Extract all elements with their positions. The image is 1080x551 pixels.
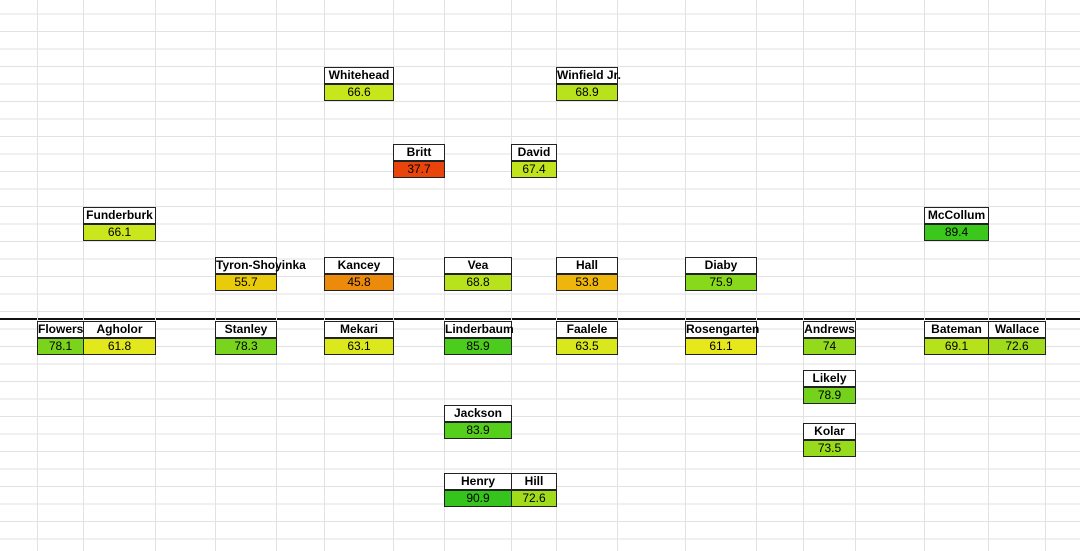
player-name: David: [511, 144, 557, 161]
player-name: Henry: [444, 473, 512, 490]
player-rating: 55.7: [215, 274, 277, 291]
player-rating: 63.1: [324, 338, 394, 355]
player-name: Vea: [444, 257, 512, 274]
player-name: Likely: [803, 370, 856, 387]
player-name: Funderburk: [83, 207, 156, 224]
player-rating: 73.5: [803, 440, 856, 457]
player-name: Diaby: [685, 257, 757, 274]
player-rating: 75.9: [685, 274, 757, 291]
player-name: Bateman: [924, 321, 989, 338]
player-rating: 67.4: [511, 161, 557, 178]
divider-line: [0, 318, 1080, 320]
player-rating: 78.3: [215, 338, 277, 355]
player-rating: 63.5: [556, 338, 618, 355]
player-name: Faalele: [556, 321, 618, 338]
player-name: Linderbaum: [444, 321, 514, 338]
grid-column-line: [83, 0, 84, 551]
player-rating: 78.9: [803, 387, 856, 404]
grid-column-line: [155, 0, 156, 551]
grid-column-line: [924, 0, 925, 551]
player-name: Hill: [511, 473, 557, 490]
player-rating: 74: [803, 338, 856, 355]
grid-column-line: [855, 0, 856, 551]
grid-column-line: [37, 0, 38, 551]
player-rating: 37.7: [393, 161, 445, 178]
player-name: Rosengarten: [685, 321, 760, 338]
grid-column-line: [988, 0, 989, 551]
player-name: Wallace: [988, 321, 1046, 338]
player-name: Stanley: [215, 321, 277, 338]
player-rating: 66.6: [324, 84, 394, 101]
player-rating: 89.4: [924, 224, 989, 241]
player-name: Hall: [556, 257, 618, 274]
player-rating: 61.8: [83, 338, 156, 355]
player-rating: 90.9: [444, 490, 512, 507]
player-rating: 45.8: [324, 274, 394, 291]
player-name: Kancey: [324, 257, 394, 274]
player-name: Britt: [393, 144, 445, 161]
player-name: Winfield Jr.: [556, 67, 621, 84]
player-name: Flowers: [37, 321, 84, 338]
player-name: Kolar: [803, 423, 856, 440]
player-name: Jackson: [444, 405, 512, 422]
player-rating: 72.6: [511, 490, 557, 507]
player-rating: 69.1: [924, 338, 989, 355]
player-name: Andrews: [803, 321, 856, 338]
player-rating: 66.1: [83, 224, 156, 241]
grid-column-line: [803, 0, 804, 551]
player-rating: 78.1: [37, 338, 84, 355]
player-name: Mekari: [324, 321, 394, 338]
player-name: McCollum: [924, 207, 989, 224]
player-rating: 68.9: [556, 84, 618, 101]
player-rating: 72.6: [988, 338, 1046, 355]
player-rating: 68.8: [444, 274, 512, 291]
player-rating: 61.1: [685, 338, 757, 355]
player-name: Whitehead: [324, 67, 394, 84]
player-rating: 85.9: [444, 338, 512, 355]
player-name: Tyron-Shoyinka: [215, 257, 306, 274]
grid-column-line: [1045, 0, 1046, 551]
player-name: Agholor: [83, 321, 156, 338]
player-rating: 53.8: [556, 274, 618, 291]
player-rating: 83.9: [444, 422, 512, 439]
